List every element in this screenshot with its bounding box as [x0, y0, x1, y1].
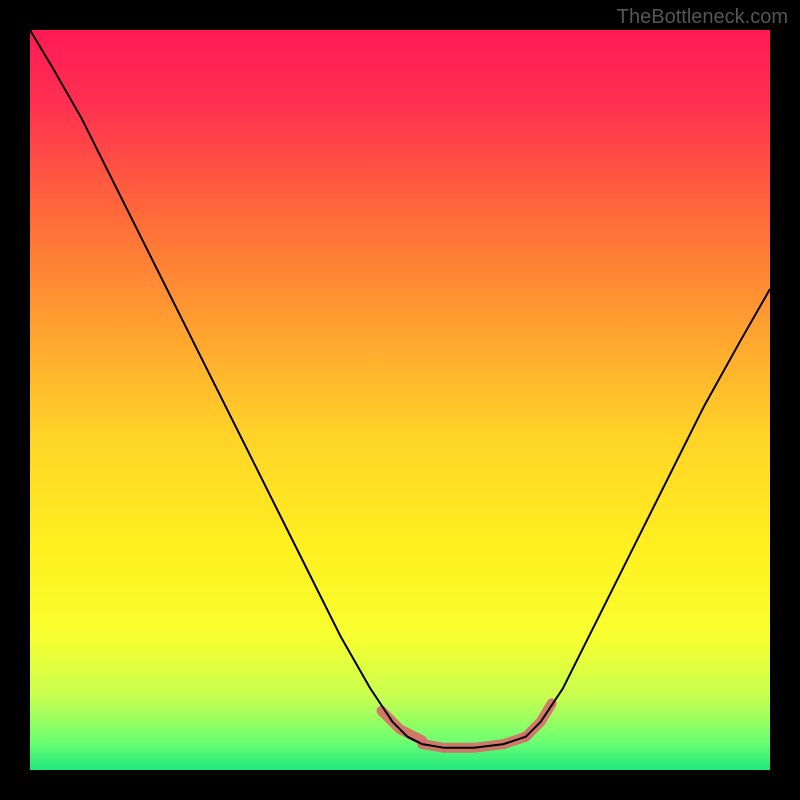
- watermark-text: TheBottleneck.com: [617, 6, 788, 29]
- curve-layer: [30, 30, 770, 770]
- bottleneck-curve: [30, 30, 770, 748]
- highlight-band: [382, 703, 552, 747]
- plot-area: [30, 30, 770, 770]
